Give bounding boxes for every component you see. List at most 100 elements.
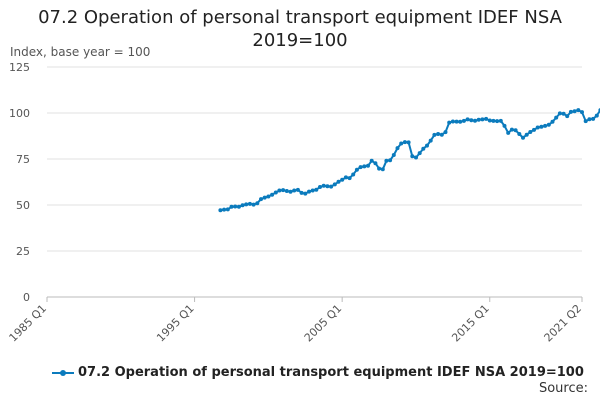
data-point[interactable]	[288, 189, 293, 194]
data-point[interactable]	[314, 187, 319, 192]
data-point[interactable]	[236, 204, 241, 209]
data-point[interactable]	[580, 110, 584, 115]
data-point[interactable]	[528, 130, 533, 134]
data-point[interactable]	[402, 140, 407, 145]
data-point[interactable]	[369, 158, 374, 163]
data-point[interactable]	[469, 118, 474, 123]
data-point[interactable]	[318, 185, 322, 189]
data-point[interactable]	[329, 184, 334, 189]
data-point[interactable]	[554, 115, 559, 120]
data-point[interactable]	[546, 122, 551, 127]
data-point[interactable]	[225, 207, 230, 212]
data-point[interactable]	[310, 188, 315, 193]
data-point[interactable]	[281, 188, 286, 193]
data-point[interactable]	[476, 117, 481, 122]
data-point[interactable]	[343, 175, 348, 180]
data-point[interactable]	[399, 141, 404, 146]
data-point[interactable]	[351, 172, 356, 177]
data-point[interactable]	[524, 132, 529, 137]
data-point[interactable]	[557, 111, 562, 116]
data-point[interactable]	[377, 166, 382, 171]
data-point[interactable]	[222, 207, 227, 212]
data-point[interactable]	[495, 119, 500, 124]
data-point[interactable]	[568, 109, 573, 114]
data-point[interactable]	[284, 189, 289, 193]
data-point[interactable]	[506, 130, 511, 135]
legend[interactable]: 07.2 Operation of personal transport equ…	[52, 365, 584, 380]
data-point[interactable]	[532, 127, 536, 132]
data-point[interactable]	[513, 128, 518, 133]
data-point[interactable]	[550, 119, 555, 124]
data-point[interactable]	[332, 182, 337, 187]
data-point[interactable]	[421, 146, 426, 151]
data-point[interactable]	[277, 188, 282, 193]
data-point[interactable]	[535, 125, 540, 130]
data-point[interactable]	[406, 140, 411, 145]
data-point[interactable]	[509, 127, 514, 132]
data-point[interactable]	[354, 167, 359, 172]
data-point[interactable]	[502, 123, 507, 128]
data-point[interactable]	[247, 201, 252, 206]
data-point[interactable]	[340, 177, 345, 182]
data-point[interactable]	[347, 176, 352, 181]
data-point[interactable]	[594, 113, 599, 118]
data-point[interactable]	[439, 132, 444, 137]
data-point[interactable]	[391, 153, 396, 157]
data-point[interactable]	[443, 130, 448, 135]
data-point[interactable]	[517, 132, 522, 136]
data-point[interactable]	[373, 161, 378, 166]
data-point[interactable]	[414, 155, 418, 160]
data-point[interactable]	[583, 119, 588, 124]
data-point[interactable]	[410, 154, 415, 159]
data-point[interactable]	[336, 179, 341, 184]
data-point[interactable]	[273, 190, 278, 195]
data-point[interactable]	[436, 132, 441, 136]
data-point[interactable]	[244, 202, 249, 207]
data-point[interactable]	[521, 135, 525, 140]
data-point[interactable]	[233, 204, 238, 209]
data-point[interactable]	[572, 109, 577, 114]
data-point[interactable]	[366, 163, 370, 168]
data-point[interactable]	[218, 208, 223, 213]
data-point[interactable]	[388, 158, 393, 163]
data-point[interactable]	[480, 117, 485, 122]
data-point[interactable]	[270, 192, 275, 197]
data-point[interactable]	[395, 146, 400, 151]
data-point[interactable]	[266, 194, 271, 199]
data-point[interactable]	[380, 167, 385, 172]
data-point[interactable]	[425, 143, 429, 148]
data-point[interactable]	[384, 158, 389, 163]
data-point[interactable]	[259, 197, 263, 202]
data-point[interactable]	[303, 191, 308, 196]
data-point[interactable]	[292, 188, 297, 193]
data-point[interactable]	[465, 117, 470, 122]
data-point[interactable]	[325, 184, 330, 189]
data-point[interactable]	[491, 118, 496, 123]
data-point[interactable]	[262, 195, 267, 200]
data-point[interactable]	[447, 120, 452, 125]
data-point[interactable]	[229, 204, 234, 209]
data-point[interactable]	[251, 202, 256, 207]
data-point[interactable]	[362, 164, 367, 169]
data-point[interactable]	[295, 187, 300, 192]
data-point[interactable]	[432, 132, 437, 137]
data-point[interactable]	[498, 118, 503, 123]
data-point[interactable]	[358, 165, 363, 170]
data-point[interactable]	[565, 114, 570, 119]
data-point[interactable]	[576, 108, 581, 113]
data-point[interactable]	[240, 203, 245, 208]
data-point[interactable]	[484, 116, 489, 121]
data-point[interactable]	[587, 117, 592, 122]
data-point[interactable]	[321, 183, 326, 188]
data-point[interactable]	[539, 124, 544, 129]
data-point[interactable]	[307, 189, 311, 194]
data-point[interactable]	[591, 116, 596, 121]
data-point[interactable]	[473, 118, 477, 123]
data-point[interactable]	[561, 111, 566, 116]
data-point[interactable]	[417, 151, 422, 156]
data-point[interactable]	[299, 190, 304, 195]
data-point[interactable]	[450, 119, 455, 124]
data-point[interactable]	[454, 119, 459, 124]
data-point[interactable]	[461, 118, 466, 123]
data-point[interactable]	[458, 119, 463, 124]
